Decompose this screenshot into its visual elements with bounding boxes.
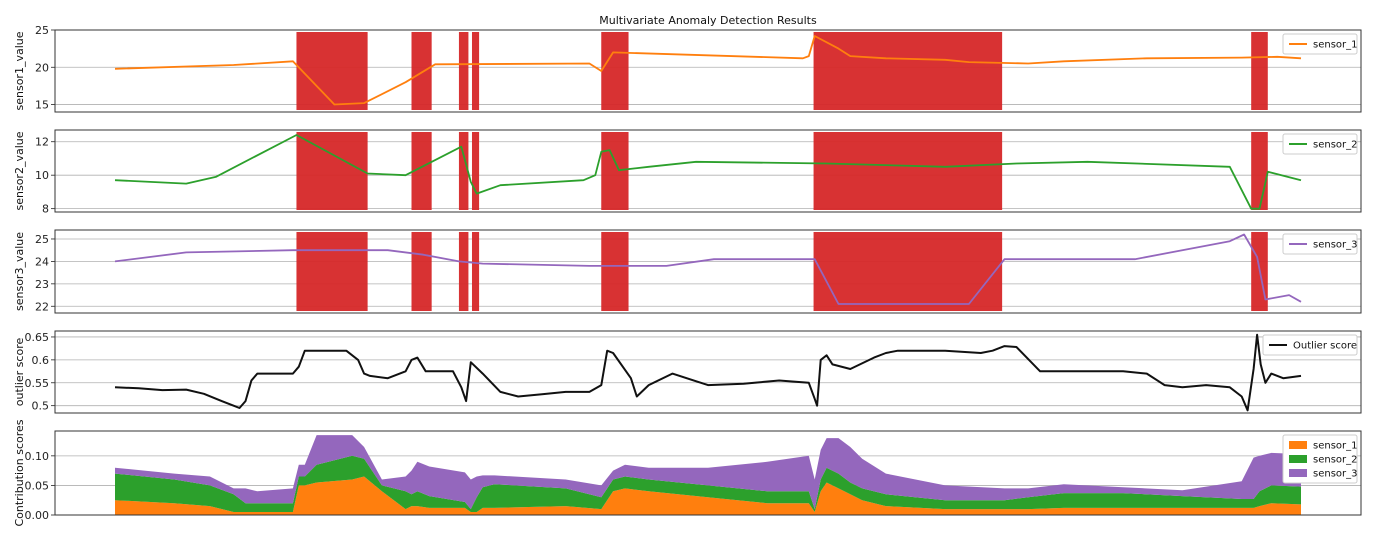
legend-label: sensor_1 <box>1313 441 1358 452</box>
plot-frame <box>54 229 1362 314</box>
legend-label: Outlier score <box>1293 341 1357 352</box>
legend: sensor_1 <box>1282 33 1358 55</box>
ytick-label: 10 <box>35 169 49 182</box>
ytick-label: 0.05 <box>25 479 50 492</box>
anomaly-region <box>471 32 480 110</box>
area-sensor_3 <box>115 435 1301 510</box>
legend-label: sensor_3 <box>1313 240 1358 251</box>
anomaly-region <box>813 32 1003 110</box>
anomaly-region <box>1251 32 1268 110</box>
ytick-label: 22 <box>35 300 49 313</box>
legend-label: sensor_2 <box>1313 140 1358 151</box>
ytick-label: 0.55 <box>25 377 50 390</box>
y-axis-label: outlier score <box>13 338 26 407</box>
anomaly-region <box>296 132 368 210</box>
legend-box <box>1282 133 1358 155</box>
ytick-label: 25 <box>35 233 49 246</box>
series-line-sensor_1 <box>114 35 1302 106</box>
anomaly-region <box>471 132 480 210</box>
plot-frame <box>54 330 1362 414</box>
ytick-label: 20 <box>35 61 49 74</box>
ytick-label: 0.10 <box>25 450 50 463</box>
anomaly-region <box>296 232 368 311</box>
plot-area <box>55 130 1361 212</box>
ytick-label: 0.00 <box>25 509 50 522</box>
anomaly-region <box>471 232 480 311</box>
anomaly-region <box>458 32 469 110</box>
legend-label: sensor_2 <box>1313 455 1358 466</box>
legend: sensor_1 sensor_2 sensor_3 <box>1282 434 1358 484</box>
legend-box <box>1262 334 1358 356</box>
ytick-label: 25 <box>35 24 49 37</box>
anomaly-region <box>458 232 469 311</box>
plot-frame <box>54 129 1362 213</box>
y-axis-label: sensor3_value <box>13 232 26 311</box>
legend-label: sensor_3 <box>1313 469 1358 480</box>
ytick-label: 23 <box>35 278 49 291</box>
anomaly-region <box>813 132 1003 210</box>
anomaly-region <box>458 132 469 210</box>
legend-box <box>1282 33 1358 55</box>
area-sensor_2 <box>115 455 1301 512</box>
panel-1: 15 20 25 sensor1_value sensor_1 <box>13 24 1362 113</box>
plot-frame <box>54 430 1362 516</box>
anomaly-region <box>813 232 1003 311</box>
legend: Outlier score <box>1262 334 1358 356</box>
ytick-label: 24 <box>35 255 49 268</box>
panels: 15 20 25 sensor1_value sensor_1 8 10 12 sensor2_… <box>13 24 1362 527</box>
anomaly-region <box>411 32 432 110</box>
ytick-label: 12 <box>35 136 49 149</box>
legend: sensor_2 <box>1282 133 1358 155</box>
area-sensor_1 <box>115 476 1301 515</box>
y-axis-label: sensor2_value <box>13 131 26 210</box>
chart-title: Multivariate Anomaly Detection Results <box>599 14 817 27</box>
panel-2: 8 10 12 sensor2_value sensor_2 <box>13 129 1362 216</box>
series-line-sensor_2 <box>114 134 1302 210</box>
legend: sensor_3 <box>1282 233 1358 255</box>
y-axis-label: sensor1_value <box>13 31 26 110</box>
series-line-sensor_3 <box>114 233 1302 305</box>
ytick-label: 0.65 <box>25 331 50 344</box>
y-axis-label: Contribution scores <box>13 419 26 526</box>
legend-box <box>1282 233 1358 255</box>
anomaly-region <box>1251 132 1268 210</box>
anomaly-region <box>411 232 432 311</box>
legend-label: sensor_1 <box>1313 40 1358 51</box>
series-line-outlier-score <box>114 333 1302 412</box>
anomaly-region <box>601 232 629 311</box>
plot-area <box>55 30 1361 112</box>
ytick-label: 8 <box>42 203 49 216</box>
panel-3: 22 23 24 25 sensor3_value sensor_3 <box>13 229 1362 314</box>
plot-area <box>55 331 1361 413</box>
legend-swatch <box>1289 469 1307 477</box>
ytick-label: 0.5 <box>32 400 50 413</box>
plot-frame <box>54 29 1362 113</box>
anomaly-region <box>601 32 629 110</box>
anomaly-region <box>296 32 368 110</box>
legend-swatch <box>1289 441 1307 449</box>
ytick-label: 0.6 <box>32 354 50 367</box>
plot-area <box>55 230 1361 313</box>
legend-swatch <box>1289 455 1307 463</box>
anomaly-region <box>601 132 629 210</box>
ytick-label: 15 <box>35 99 49 112</box>
anomaly-region <box>411 132 432 210</box>
